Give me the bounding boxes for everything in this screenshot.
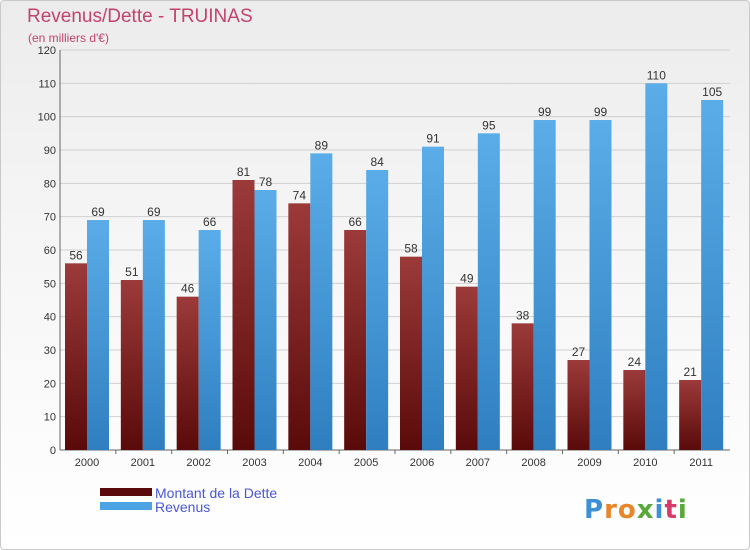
revenue-bar bbox=[477, 133, 500, 451]
revenue-value-label: 69 bbox=[147, 205, 161, 219]
logo-letter: P bbox=[584, 495, 604, 525]
x-tick-label: 2010 bbox=[633, 457, 657, 469]
x-tick-label: 2003 bbox=[242, 457, 266, 469]
x-tick-label: 2008 bbox=[521, 457, 545, 469]
revenue-value-label: 91 bbox=[426, 132, 440, 146]
debt-value-label: 51 bbox=[125, 265, 139, 279]
x-tick-label: 2001 bbox=[131, 457, 155, 469]
debt-bar bbox=[232, 180, 255, 450]
revenue-bar bbox=[589, 120, 612, 450]
debt-value-label: 21 bbox=[683, 365, 697, 379]
revenue-value-label: 69 bbox=[91, 205, 105, 219]
chart-subtitle: (en milliers d'€) bbox=[28, 31, 109, 45]
labels-layer: 56 69 2000 51 69 2001 46 66 2002 81 78 2003 74 89 2004… bbox=[69, 68, 722, 469]
revenue-value-label: 89 bbox=[315, 138, 329, 152]
revenue-value-label: 78 bbox=[259, 175, 273, 189]
debt-bar bbox=[455, 286, 478, 450]
debt-bar bbox=[288, 203, 311, 450]
debt-value-label: 46 bbox=[181, 282, 195, 296]
revenue-bar bbox=[198, 230, 221, 450]
chart-title: Revenus/Dette - TRUINAS bbox=[27, 6, 253, 27]
y-tick-label: 120 bbox=[38, 45, 56, 57]
revenue-bar bbox=[142, 220, 165, 450]
y-tick-label: 100 bbox=[38, 112, 56, 124]
revenue-value-label: 66 bbox=[203, 215, 217, 229]
y-tick-label: 50 bbox=[44, 278, 56, 290]
debt-value-label: 58 bbox=[404, 242, 418, 256]
revenue-value-label: 84 bbox=[370, 155, 384, 169]
logo-letter: x bbox=[637, 495, 655, 525]
revenue-bar bbox=[645, 83, 668, 450]
logo-letter: o bbox=[618, 495, 637, 525]
debt-value-label: 56 bbox=[69, 248, 83, 262]
x-tick-label: 2007 bbox=[466, 457, 490, 469]
debt-bar bbox=[623, 370, 646, 450]
y-tick-label: 70 bbox=[44, 212, 56, 224]
revenue-bar bbox=[254, 190, 277, 450]
debt-bar bbox=[176, 296, 199, 450]
legend-swatch-debt bbox=[100, 488, 152, 496]
proxiti-logo: Proxiti bbox=[584, 495, 688, 525]
revenue-value-label: 95 bbox=[482, 118, 496, 132]
revenue-value-label: 99 bbox=[538, 105, 552, 119]
revenue-bar bbox=[701, 100, 724, 450]
y-tick-label: 30 bbox=[44, 345, 56, 357]
debt-value-label: 38 bbox=[516, 308, 530, 322]
y-tick-label: 10 bbox=[44, 412, 56, 424]
y-tick-label: 0 bbox=[50, 445, 56, 457]
debt-value-label: 66 bbox=[348, 215, 362, 229]
debt-bar bbox=[511, 323, 534, 450]
debt-bar bbox=[120, 280, 143, 450]
debt-value-label: 81 bbox=[237, 165, 251, 179]
x-tick-label: 2000 bbox=[75, 457, 99, 469]
debt-bar bbox=[567, 360, 590, 450]
logo-letter: i bbox=[655, 495, 665, 525]
revenue-value-label: 105 bbox=[702, 85, 722, 99]
debt-value-label: 24 bbox=[628, 355, 642, 369]
debt-value-label: 74 bbox=[293, 188, 307, 202]
x-tick-label: 2011 bbox=[689, 457, 713, 469]
legend-label-revenue: Revenus bbox=[155, 499, 210, 515]
y-tick-label: 60 bbox=[44, 245, 56, 257]
bars-layer bbox=[65, 83, 724, 451]
logo-letter: r bbox=[604, 495, 618, 525]
debt-bar bbox=[400, 256, 422, 450]
revenue-value-label: 99 bbox=[594, 105, 608, 119]
revenue-bar bbox=[87, 220, 109, 450]
legend-swatch-revenue bbox=[100, 502, 152, 510]
revenue-bar bbox=[533, 120, 556, 450]
y-tick-label: 90 bbox=[44, 145, 56, 157]
y-tick-label: 80 bbox=[44, 178, 56, 190]
revenue-bar bbox=[366, 170, 389, 450]
debt-bar bbox=[344, 230, 367, 450]
legend-label-debt: Montant de la Dette bbox=[155, 485, 277, 501]
x-tick-label: 2004 bbox=[298, 457, 322, 469]
y-tick-label: 20 bbox=[44, 378, 56, 390]
logo-letter: i bbox=[678, 495, 688, 525]
revenue-bar bbox=[422, 146, 444, 450]
x-tick-label: 2006 bbox=[410, 457, 434, 469]
debt-value-label: 49 bbox=[460, 272, 474, 286]
debt-bar bbox=[679, 380, 702, 450]
x-tick-label: 2005 bbox=[354, 457, 378, 469]
revenue-value-label: 110 bbox=[647, 68, 666, 82]
debt-bar bbox=[65, 263, 87, 450]
logo-letter: t bbox=[664, 495, 677, 525]
x-tick-label: 2009 bbox=[577, 457, 601, 469]
revenue-bar bbox=[310, 153, 333, 451]
debt-value-label: 27 bbox=[572, 345, 586, 359]
y-tick-label: 110 bbox=[38, 78, 56, 90]
y-tick-label: 40 bbox=[44, 312, 56, 324]
grid-layer: 0 10 20 30 40 50 60 70 80 90 100 110 120 bbox=[38, 45, 730, 457]
x-tick-label: 2002 bbox=[186, 457, 210, 469]
